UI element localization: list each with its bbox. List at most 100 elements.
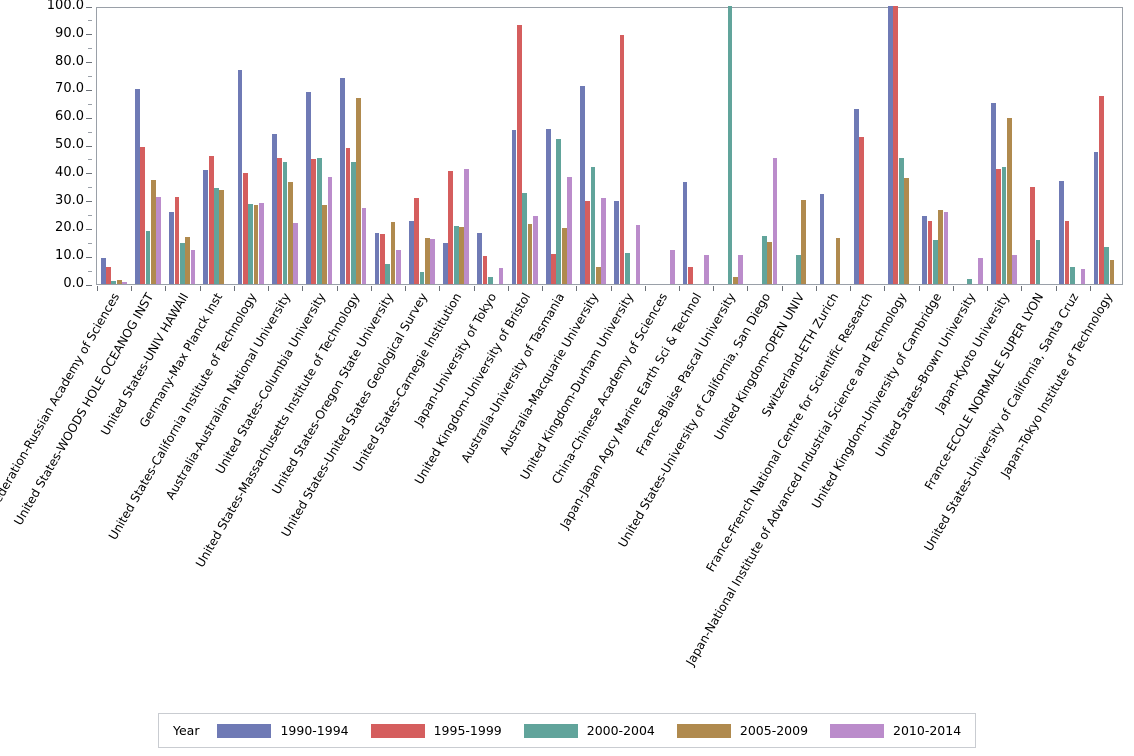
bar[interactable] <box>327 176 333 284</box>
bar[interactable] <box>322 204 327 284</box>
bar[interactable] <box>311 159 317 284</box>
bar[interactable] <box>1069 266 1075 284</box>
bar[interactable] <box>419 272 425 284</box>
bar[interactable] <box>459 227 464 284</box>
bar[interactable] <box>122 282 127 284</box>
legend[interactable]: Year 1990-1994 1995-1999 2000-2004 2005-200… <box>158 713 976 748</box>
bar[interactable] <box>1001 167 1007 284</box>
bar[interactable] <box>259 203 264 284</box>
bar[interactable] <box>738 254 744 284</box>
bar[interactable] <box>596 267 601 284</box>
bar[interactable] <box>179 243 185 284</box>
bar[interactable] <box>580 85 585 284</box>
bar[interactable] <box>271 134 277 284</box>
bar[interactable] <box>482 255 488 284</box>
bar[interactable] <box>601 198 607 284</box>
bar[interactable] <box>287 181 293 284</box>
legend-entry[interactable]: 2000-2004 <box>523 723 655 738</box>
bar[interactable] <box>859 137 864 284</box>
bar[interactable] <box>214 188 219 284</box>
bar[interactable] <box>430 238 435 284</box>
bar[interactable] <box>516 24 522 284</box>
bar[interactable] <box>1030 186 1036 284</box>
bar[interactable] <box>1035 239 1041 284</box>
bar[interactable] <box>682 181 688 284</box>
bar[interactable] <box>551 254 556 284</box>
bar[interactable] <box>253 204 259 284</box>
bar[interactable] <box>561 227 567 284</box>
bar[interactable] <box>669 249 675 284</box>
bar[interactable] <box>990 103 996 284</box>
bar[interactable] <box>345 148 351 284</box>
bar[interactable] <box>219 190 225 284</box>
bar[interactable] <box>424 238 430 284</box>
bar[interactable] <box>556 138 562 284</box>
bar[interactable] <box>169 211 174 284</box>
bar[interactable] <box>414 198 419 284</box>
bar[interactable] <box>316 158 322 284</box>
bar[interactable] <box>448 171 454 284</box>
bar[interactable] <box>282 161 288 284</box>
bar[interactable] <box>819 193 825 284</box>
bar[interactable] <box>208 156 214 284</box>
bar[interactable] <box>174 197 180 284</box>
bar[interactable] <box>898 157 904 284</box>
bar[interactable] <box>853 109 859 284</box>
bar[interactable] <box>293 223 299 284</box>
bar[interactable] <box>545 129 551 284</box>
bar[interactable] <box>306 92 311 284</box>
bar[interactable] <box>922 215 928 284</box>
bar[interactable] <box>1059 180 1065 284</box>
bar[interactable] <box>801 200 807 284</box>
bar[interactable] <box>356 98 362 284</box>
bar[interactable] <box>156 197 162 284</box>
legend-entry[interactable]: 1995-1999 <box>370 723 502 738</box>
bar[interactable] <box>111 281 117 284</box>
bar[interactable] <box>116 279 122 284</box>
bar[interactable] <box>933 239 938 284</box>
bar[interactable] <box>927 220 933 284</box>
bar[interactable] <box>361 207 367 284</box>
bar[interactable] <box>522 192 527 284</box>
bar[interactable] <box>145 231 151 284</box>
bar[interactable] <box>835 237 841 284</box>
bar[interactable] <box>134 89 140 284</box>
bar[interactable] <box>477 232 483 284</box>
bar[interactable] <box>767 241 772 284</box>
bar[interactable] <box>590 167 596 284</box>
bar[interactable] <box>904 177 909 284</box>
bar[interactable] <box>893 6 899 284</box>
bar[interactable] <box>585 200 591 284</box>
bar[interactable] <box>453 226 459 284</box>
bar[interactable] <box>732 276 738 284</box>
bar[interactable] <box>796 254 801 284</box>
bar[interactable] <box>106 266 111 284</box>
bar[interactable] <box>464 168 470 284</box>
bar[interactable] <box>1104 247 1109 284</box>
bar[interactable] <box>408 220 414 284</box>
bar[interactable] <box>151 179 156 284</box>
bar[interactable] <box>190 250 196 284</box>
bar[interactable] <box>243 172 248 284</box>
bar[interactable] <box>498 267 504 284</box>
bar[interactable] <box>688 266 693 284</box>
bar[interactable] <box>888 6 893 284</box>
bar[interactable] <box>390 222 396 284</box>
bar[interactable] <box>385 263 391 284</box>
bar[interactable] <box>1064 220 1070 284</box>
bar[interactable] <box>340 78 346 284</box>
legend-entry[interactable]: 2005-2009 <box>676 723 808 738</box>
bar[interactable] <box>140 146 146 284</box>
bar[interactable] <box>532 215 538 284</box>
bar[interactable] <box>938 210 944 284</box>
bar[interactable] <box>203 170 209 284</box>
bar[interactable] <box>624 252 630 284</box>
bar[interactable] <box>996 168 1001 284</box>
bar[interactable] <box>185 237 190 284</box>
bar[interactable] <box>614 200 619 284</box>
bar[interactable] <box>527 224 533 284</box>
bar[interactable] <box>635 224 641 284</box>
bar[interactable] <box>379 233 385 284</box>
bar[interactable] <box>1109 260 1115 284</box>
bar[interactable] <box>248 203 254 284</box>
